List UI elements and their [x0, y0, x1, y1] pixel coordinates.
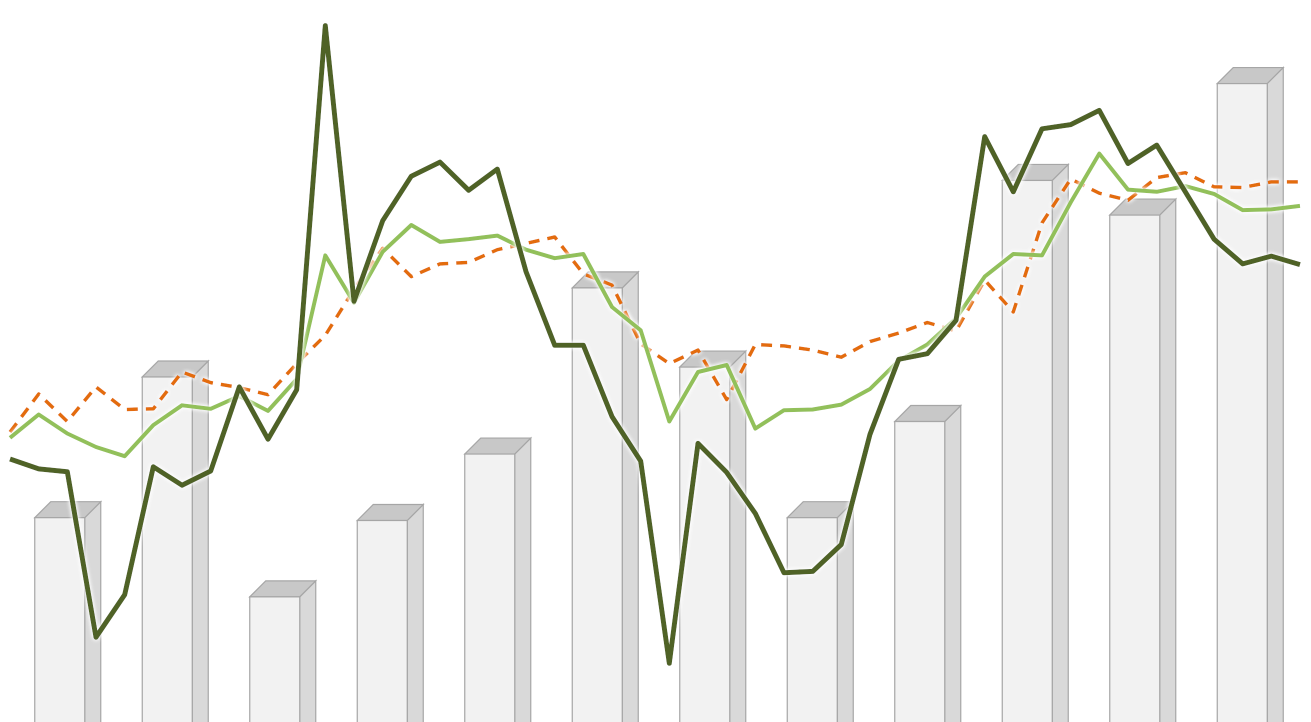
bar-side [1051, 162, 1069, 722]
bar-side [944, 404, 962, 722]
bar-face [34, 517, 86, 722]
series-line-2 [8, 151, 1301, 459]
bar-side [406, 503, 424, 722]
bar-face [249, 596, 301, 722]
bar-1 [33, 500, 103, 722]
bar-7 [678, 349, 748, 722]
bar-face [141, 376, 193, 722]
bar-side [191, 359, 209, 722]
bar-face [786, 517, 838, 722]
bar-face [1216, 82, 1268, 722]
bar-side [299, 579, 317, 722]
bar-face [679, 366, 731, 722]
bar-face [464, 453, 516, 722]
bar-8 [785, 500, 855, 722]
bar-9 [893, 404, 963, 722]
bar-side [1159, 197, 1177, 722]
bar-11 [1108, 197, 1178, 722]
lines-layer [8, 23, 1301, 666]
bars-layer [33, 66, 1285, 722]
series-line-1 [9, 23, 1301, 666]
bar-side [514, 436, 532, 722]
bar-2 [140, 359, 210, 722]
bar-face [1109, 214, 1161, 722]
bar-5 [463, 436, 533, 722]
bar-face [1001, 179, 1053, 722]
series-line-3 [8, 170, 1300, 434]
bar-face [894, 420, 946, 722]
bar-4 [355, 503, 425, 722]
bar-10 [1000, 162, 1070, 722]
bar-12 [1215, 66, 1285, 722]
bar-face [356, 519, 408, 722]
bar-6 [570, 270, 640, 722]
bar-side [1266, 66, 1284, 722]
bar-3 [248, 579, 318, 722]
bar-face [571, 287, 623, 722]
bar-side [621, 270, 639, 722]
